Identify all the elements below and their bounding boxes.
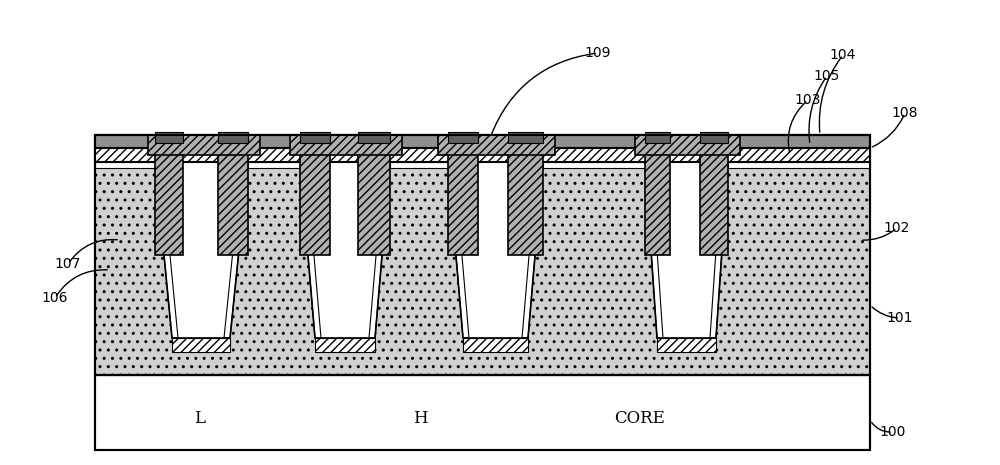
Bar — [438, 135, 555, 155]
Bar — [95, 135, 870, 375]
Text: H: H — [413, 410, 427, 426]
Polygon shape — [155, 162, 178, 338]
Polygon shape — [710, 162, 728, 338]
Bar — [700, 132, 728, 143]
Text: 102: 102 — [884, 221, 910, 235]
Bar — [95, 162, 155, 168]
Bar — [728, 162, 870, 168]
Bar — [358, 148, 390, 255]
Bar — [635, 135, 740, 155]
Bar — [645, 148, 670, 255]
Bar — [300, 148, 330, 255]
Text: 101: 101 — [887, 311, 913, 325]
Text: 109: 109 — [585, 46, 611, 60]
Text: 106: 106 — [42, 291, 68, 305]
Bar — [448, 132, 478, 143]
Bar — [700, 148, 728, 255]
Bar — [390, 162, 448, 168]
Text: 108: 108 — [892, 106, 918, 120]
Text: L: L — [194, 410, 206, 426]
Bar — [95, 135, 870, 375]
Bar — [300, 132, 330, 143]
Polygon shape — [300, 162, 321, 338]
Text: 105: 105 — [814, 69, 840, 83]
Bar — [155, 132, 183, 143]
Bar — [95, 148, 870, 162]
Bar — [95, 375, 870, 450]
Polygon shape — [448, 162, 543, 338]
Bar — [248, 162, 300, 168]
Bar — [95, 135, 870, 148]
Text: 100: 100 — [880, 425, 906, 439]
Bar — [290, 135, 402, 155]
Bar — [508, 148, 543, 255]
Text: 103: 103 — [795, 93, 821, 107]
Bar — [155, 148, 183, 255]
Text: 104: 104 — [830, 48, 856, 62]
Polygon shape — [448, 162, 469, 338]
Text: CORE: CORE — [615, 410, 665, 426]
Bar — [448, 148, 478, 255]
Polygon shape — [522, 162, 543, 338]
Bar — [657, 338, 716, 352]
Polygon shape — [300, 162, 390, 338]
Bar — [315, 338, 375, 352]
Text: 107: 107 — [55, 257, 81, 271]
Polygon shape — [155, 162, 248, 338]
Bar — [95, 375, 870, 450]
Polygon shape — [224, 162, 248, 338]
Bar — [218, 148, 248, 255]
Bar — [148, 135, 260, 155]
Bar — [645, 132, 670, 143]
Bar — [172, 338, 230, 352]
Bar — [543, 162, 645, 168]
Bar — [508, 132, 543, 143]
Bar — [358, 132, 390, 143]
Bar — [218, 132, 248, 143]
Polygon shape — [645, 162, 663, 338]
Bar — [463, 338, 528, 352]
Polygon shape — [369, 162, 390, 338]
Polygon shape — [645, 162, 728, 338]
